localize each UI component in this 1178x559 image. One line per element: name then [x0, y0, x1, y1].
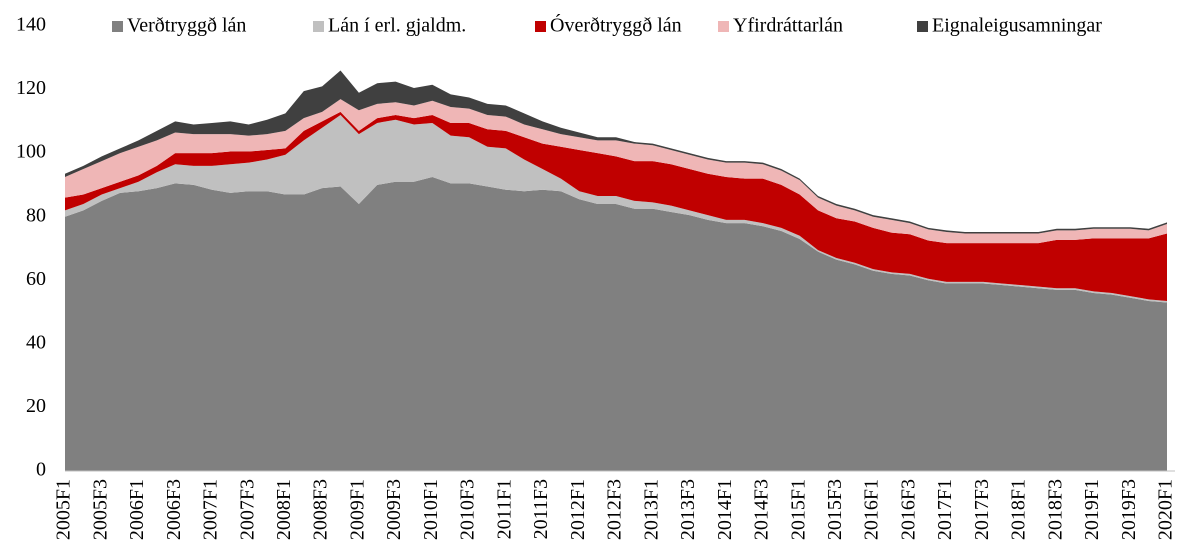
y-tick-label: 20: [26, 395, 46, 417]
x-tick-label: 2008F1: [273, 479, 295, 540]
legend-label: Óverðtryggð lán: [550, 13, 682, 37]
x-tick-label: 2008F3: [310, 479, 332, 540]
x-tick-label: 2009F1: [346, 479, 368, 540]
y-tick-label: 40: [26, 331, 46, 353]
x-tick-label: 2011F3: [530, 479, 552, 539]
y-tick-label: 80: [26, 204, 46, 226]
x-tick-label: 2005F3: [89, 479, 111, 540]
area: [65, 115, 1167, 303]
x-tick-label: 2019F1: [1081, 479, 1103, 540]
legend-label: Yfirdráttarlán: [733, 15, 843, 37]
legend-swatch: [313, 21, 324, 32]
x-tick-label: 2012F3: [604, 479, 626, 540]
x-tick-label: 2011F1: [493, 479, 515, 539]
x-tick-label: 2019F3: [1118, 479, 1140, 540]
x-tick-label: 2006F3: [163, 479, 185, 540]
y-tick-label: 100: [16, 141, 46, 163]
area: [65, 176, 1167, 471]
x-tick-label: 2010F1: [420, 479, 442, 540]
y-tick-label: 120: [16, 77, 46, 99]
legend-label: Eignaleigusamningar: [932, 15, 1102, 37]
x-tick-label: 2009F3: [383, 479, 405, 540]
y-tick-label: 0: [36, 459, 46, 481]
x-tick-label: 2012F1: [567, 479, 589, 540]
area: [65, 111, 1167, 301]
x-tick-label: 2018F1: [1008, 479, 1030, 540]
legend-label: Verðtryggð lán: [127, 15, 246, 37]
legend-swatch: [535, 21, 546, 32]
x-tick-label: 2016F1: [861, 479, 883, 540]
x-tick-label: 2010F3: [457, 479, 479, 540]
y-tick-label: 60: [26, 268, 46, 290]
x-tick-label: 2020F1: [1155, 479, 1177, 540]
x-tick-label: 2015F1: [787, 479, 809, 540]
x-tick-label: 2013F1: [640, 479, 662, 540]
x-tick-label: 2007F1: [200, 479, 222, 540]
legend-swatch: [718, 21, 729, 32]
x-tick-label: 2014F3: [751, 479, 773, 540]
legend-swatch: [917, 21, 928, 32]
x-tick-label: 2017F3: [971, 479, 993, 540]
x-tick-label: 2013F3: [677, 479, 699, 540]
x-tick-label: 2014F1: [714, 479, 736, 540]
legend-swatch: [112, 21, 123, 32]
x-tick-label: 2017F1: [934, 479, 956, 540]
legend-label: Lán í erl. gjaldm.: [328, 15, 466, 37]
x-tick-label: 2016F3: [897, 479, 919, 540]
x-tick-label: 2015F3: [824, 479, 846, 540]
y-tick-label: 140: [16, 14, 46, 36]
x-tick-label: 2005F1: [53, 479, 75, 540]
x-tick-label: 2018F3: [1044, 479, 1066, 540]
x-tick-label: 2006F1: [126, 479, 148, 540]
x-tick-label: 2007F3: [236, 479, 258, 540]
